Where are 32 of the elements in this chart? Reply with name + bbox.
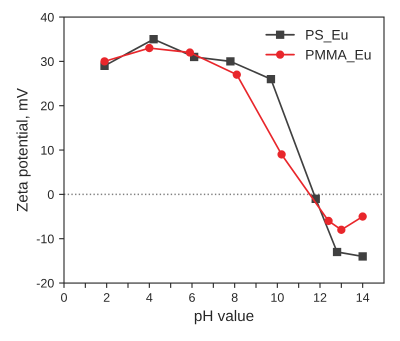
point — [266, 74, 276, 84]
x-tick-label: 2 — [104, 293, 110, 302]
y-tick-label: -10 — [36, 234, 54, 244]
y-tick-label: 40 — [40, 12, 54, 22]
point — [145, 44, 154, 52]
legend-label: PMMA_Eu — [306, 50, 371, 62]
x-tick-label: 0 — [61, 293, 67, 302]
y-axis-title: Zeta potential, mV — [16, 88, 31, 212]
y-tick-label: 10 — [41, 146, 54, 155]
y-tick-label: -20 — [36, 278, 54, 288]
point — [277, 150, 286, 159]
x-tick-label: 12 — [314, 293, 326, 302]
point — [232, 70, 241, 79]
point — [337, 226, 346, 234]
y-tick-label: 30 — [40, 57, 54, 66]
point — [149, 35, 158, 44]
point — [226, 57, 235, 66]
legend-label: PS_Eu — [306, 30, 348, 42]
point — [324, 216, 333, 226]
y-tick-label: 0 — [48, 190, 54, 200]
point — [186, 48, 194, 57]
x-tick-label: 10 — [271, 293, 284, 302]
point — [332, 248, 342, 256]
point — [100, 57, 109, 66]
x-axis-title: pH value — [194, 310, 254, 324]
point — [358, 212, 367, 221]
point — [358, 252, 367, 261]
y-tick-label: 20 — [41, 102, 54, 110]
x-tick-label: 8 — [232, 293, 238, 302]
x-tick-label: 14 — [356, 293, 370, 302]
x-tick-label: 6 — [189, 293, 195, 302]
x-tick-label: 4 — [146, 293, 152, 302]
